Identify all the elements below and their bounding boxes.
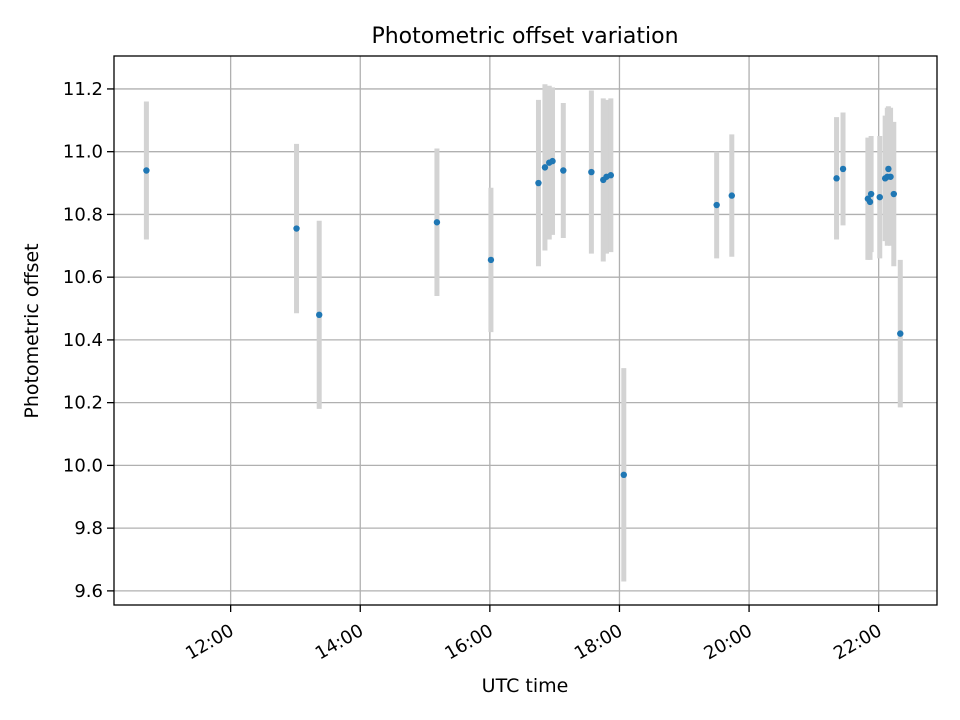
y-tick-label: 10.4 (63, 330, 103, 351)
data-point (885, 165, 892, 173)
data-point (876, 193, 883, 201)
data-point (839, 165, 847, 173)
data-point (316, 311, 323, 319)
data-point (887, 173, 894, 180)
y-tick-label: 10.6 (63, 267, 103, 288)
y-tick-label: 9.8 (74, 518, 103, 539)
data-point (549, 157, 556, 165)
y-tick-label: 10.8 (63, 204, 103, 225)
data-point (620, 471, 627, 479)
y-tick-label: 11.2 (63, 79, 103, 100)
y-tick-label: 11.0 (63, 142, 103, 163)
plot-frame (113, 55, 938, 606)
data-point (588, 168, 595, 176)
data-point (560, 167, 567, 174)
data-point (890, 190, 897, 198)
y-tick-label: 10.2 (63, 393, 103, 414)
data-point (728, 192, 735, 199)
x-axis-label: UTC time (482, 675, 569, 697)
grid-lines (114, 56, 937, 605)
data-point (713, 201, 720, 209)
data-point (293, 225, 300, 232)
data-points (143, 157, 904, 479)
data-point (541, 164, 549, 171)
data-point (433, 219, 441, 226)
y-tick-label: 10.0 (63, 455, 103, 476)
data-point (607, 172, 615, 179)
y-tick-label: 9.6 (74, 581, 103, 602)
data-point (487, 256, 495, 264)
y-axis-ticks: 9.6 9.8 10.0 10.2 10.4 10.6 10.8 11.0 11.2 (63, 79, 114, 602)
y-axis-label: Photometric offset (21, 243, 43, 418)
data-point (867, 190, 875, 198)
chart-title: Photometric offset variation (371, 24, 678, 49)
data-point (833, 175, 840, 182)
data-point (897, 330, 904, 337)
data-point (143, 167, 150, 174)
data-point (535, 179, 542, 187)
data-point (866, 198, 874, 206)
